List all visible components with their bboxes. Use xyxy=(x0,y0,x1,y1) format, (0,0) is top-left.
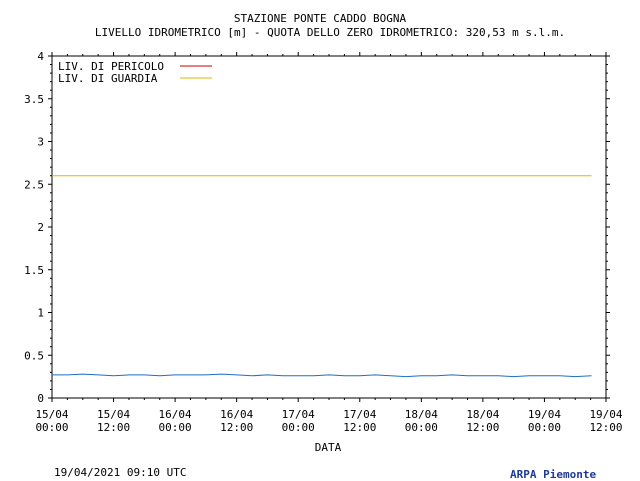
x-tick-time-0: 00:00 xyxy=(35,421,68,434)
x-tick-time-2: 00:00 xyxy=(159,421,192,434)
x-tick-time-9: 12:00 xyxy=(589,421,622,434)
x-tick-time-6: 00:00 xyxy=(405,421,438,434)
x-tick-date-1: 15/04 xyxy=(97,408,130,421)
x-tick-time-7: 12:00 xyxy=(466,421,499,434)
y-tick-label-6: 3 xyxy=(37,136,44,149)
x-tick-date-6: 18/04 xyxy=(405,408,438,421)
x-tick-date-3: 16/04 xyxy=(220,408,253,421)
x-tick-time-5: 12:00 xyxy=(343,421,376,434)
x-tick-date-9: 19/04 xyxy=(589,408,622,421)
legend-label-pericolo: LIV. DI PERICOLO xyxy=(58,60,164,73)
y-tick-label-1: 0.5 xyxy=(24,349,44,362)
plot-frame xyxy=(51,55,607,399)
chart-subtitle: LIVELLO IDROMETRICO [m] - QUOTA DELLO ZE… xyxy=(95,26,565,39)
y-tick-label-3: 1.5 xyxy=(24,264,44,277)
x-tick-time-4: 00:00 xyxy=(282,421,315,434)
x-tick-time-8: 00:00 xyxy=(528,421,561,434)
y-tick-label-0: 0 xyxy=(37,392,44,405)
x-axis: 15/0400:0015/0412:0016/0400:0016/0412:00… xyxy=(35,52,623,434)
x-tick-date-5: 17/04 xyxy=(343,408,376,421)
x-tick-date-0: 15/04 xyxy=(35,408,68,421)
x-tick-time-3: 12:00 xyxy=(220,421,253,434)
y-tick-label-8: 4 xyxy=(37,50,44,63)
legend: LIV. DI PERICOLO LIV. DI GUARDIA xyxy=(58,60,212,85)
agency-credit: ARPA Piemonte xyxy=(510,468,597,481)
x-tick-time-1: 12:00 xyxy=(97,421,130,434)
x-tick-date-2: 16/04 xyxy=(159,408,192,421)
y-tick-label-7: 3.5 xyxy=(24,93,44,106)
chart-title: STAZIONE PONTE CADDO BOGNA xyxy=(234,12,407,25)
y-axis: 0 0.5 1 1.5 2 2.5 3 3.5 4 xyxy=(24,50,610,405)
update-timestamp: 19/04/2021 09:10 UTC xyxy=(54,466,187,479)
y-tick-label-5: 2.5 xyxy=(24,178,44,191)
x-axis-label: DATA xyxy=(315,441,342,454)
series-layer xyxy=(52,175,592,378)
x-tick-date-4: 17/04 xyxy=(282,408,315,421)
x-tick-date-8: 19/04 xyxy=(528,408,561,421)
legend-label-guardia: LIV. DI GUARDIA xyxy=(58,72,158,85)
y-tick-label-2: 1 xyxy=(37,307,44,320)
x-tick-date-7: 18/04 xyxy=(466,408,499,421)
water-level-line xyxy=(52,373,592,378)
y-tick-label-4: 2 xyxy=(37,221,44,234)
